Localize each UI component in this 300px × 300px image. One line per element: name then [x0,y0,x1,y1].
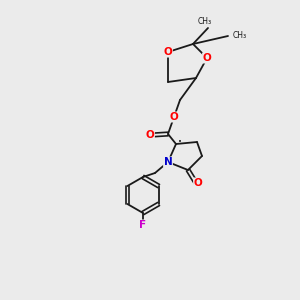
Text: N: N [164,157,172,167]
Text: •: • [178,139,182,145]
Text: CH₃: CH₃ [233,32,247,40]
Text: O: O [202,53,211,63]
Text: O: O [164,47,172,57]
Text: O: O [194,178,202,188]
Text: O: O [146,130,154,140]
Text: F: F [140,220,147,230]
Text: CH₃: CH₃ [198,17,212,26]
Text: O: O [169,112,178,122]
